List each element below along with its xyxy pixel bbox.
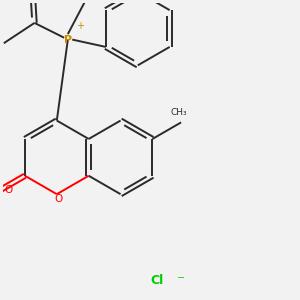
- Text: O: O: [4, 184, 12, 195]
- Text: +: +: [76, 22, 84, 32]
- Text: CH₃: CH₃: [171, 108, 188, 117]
- Text: P: P: [64, 34, 72, 45]
- Text: Cl: Cl: [151, 274, 164, 287]
- Text: ⁻: ⁻: [177, 273, 185, 288]
- Text: O: O: [55, 194, 63, 204]
